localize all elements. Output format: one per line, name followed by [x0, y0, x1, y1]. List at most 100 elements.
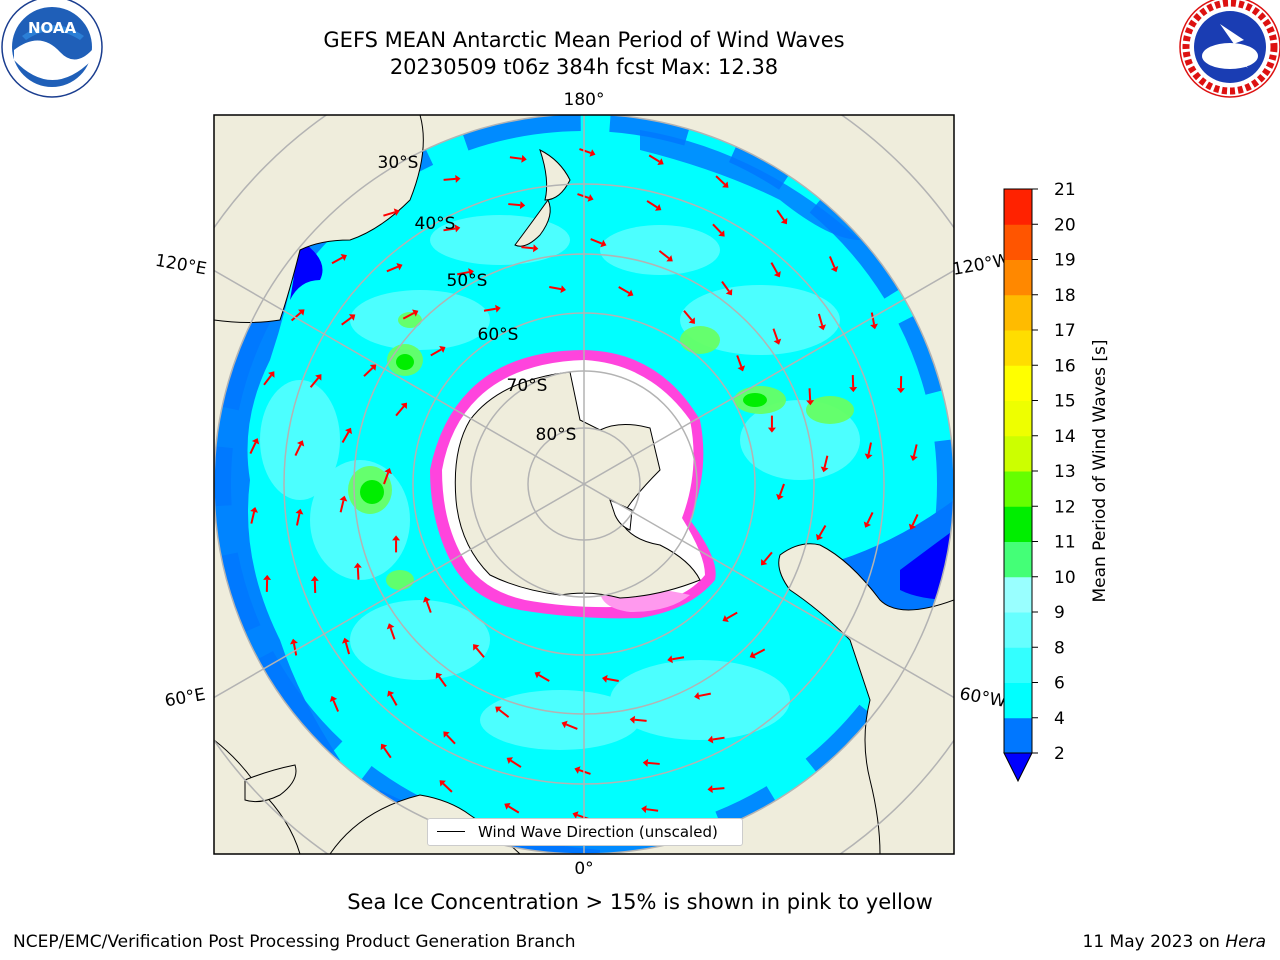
wind-arrow-head — [348, 314, 356, 321]
colorbar-segment — [1004, 506, 1032, 542]
wind-arrow-shaft — [430, 348, 442, 357]
wind-arrow-head — [339, 495, 348, 502]
wind-arrow-shaft — [577, 193, 590, 199]
wind-arrow-head — [329, 695, 338, 703]
wind-arrow-head — [725, 288, 733, 296]
wind-arrow-head — [296, 440, 305, 447]
lat-label-40s: 40°S — [415, 214, 456, 234]
wind-arrow-shaft — [402, 312, 415, 320]
legend-label: Wind Wave Direction (unscaled) — [478, 823, 718, 841]
footer-machine: Hera — [1225, 932, 1266, 952]
wind-arrow-shaft — [332, 700, 340, 712]
wind-arrow-shaft — [457, 271, 470, 276]
wind-arrow-shaft — [712, 787, 725, 791]
wind-arrow-head — [468, 268, 474, 276]
wind-arrow-head — [718, 230, 725, 237]
wind-arrow-head — [386, 623, 395, 630]
wind-arrow-shaft — [818, 524, 827, 537]
wind-arrow-shaft — [867, 442, 873, 455]
wind-arrow-shaft — [292, 643, 298, 656]
wind-arrow-head — [896, 388, 905, 394]
wind-arrow-shaft — [309, 377, 320, 388]
colorbar-tick-label: 17 — [1054, 321, 1076, 341]
wind-arrow-shaft — [828, 256, 836, 268]
wind-arrow-head — [629, 715, 636, 724]
colorbar-segment — [1004, 330, 1032, 366]
wind-arrow-shaft — [341, 316, 352, 326]
wind-arrow-shaft — [565, 723, 578, 730]
wind-arrow-head — [290, 638, 298, 645]
footer-credit: NCEP/EMC/Verification Post Processing Pr… — [13, 932, 576, 952]
wind-arrow-shaft — [647, 761, 660, 765]
wind-arrow-shaft — [331, 256, 344, 265]
wind-arrow-shaft — [438, 676, 447, 688]
wind-arrow-head — [587, 194, 594, 202]
wind-arrow-head — [820, 466, 829, 473]
lon-label-180: 180° — [564, 90, 605, 110]
wind-arrow-head — [707, 735, 714, 744]
colorbar-segment — [1004, 682, 1032, 719]
wind-arrow-head — [422, 596, 431, 603]
wind-arrow-head — [532, 244, 539, 253]
map-legend: Wind Wave Direction (unscaled) — [427, 818, 743, 846]
noaa-logo-icon: NOAA — [1, 0, 103, 98]
lon-label-120w: 120°W — [951, 250, 1012, 280]
wind-arrow-shaft — [509, 156, 522, 160]
wind-arrow-head — [384, 468, 392, 475]
wind-arrow-shaft — [386, 265, 399, 273]
lat-label-30s: 30°S — [378, 153, 419, 173]
lon-label-60w: 60°W — [958, 684, 1008, 712]
wind-arrow-shaft — [538, 674, 550, 682]
chart-title: GEFS MEAN Antarctic Mean Period of Wind … — [323, 28, 845, 52]
wind-arrow-head — [818, 324, 827, 331]
wind-arrow-shaft — [356, 567, 360, 580]
wind-arrow-shaft — [808, 388, 812, 401]
wind-arrow-head — [455, 174, 461, 183]
wind-arrow-head — [412, 309, 419, 317]
wind-arrow-head — [315, 374, 322, 381]
footer-date-text: 11 May 2023 on — [1082, 932, 1226, 952]
wind-arrow-head — [504, 802, 511, 810]
wind-arrow-shaft — [648, 154, 660, 163]
wind-arrow-shaft — [389, 627, 396, 640]
wind-arrow-head — [495, 706, 502, 713]
wind-arrow-head — [863, 521, 872, 528]
wind-arrow-shaft — [395, 405, 405, 417]
wind-arrow-head — [760, 559, 768, 566]
wind-arrow-shaft — [736, 355, 743, 368]
wind-arrow-head — [830, 265, 839, 273]
wind-arrow-head — [250, 506, 258, 513]
wind-arrow-head — [574, 766, 581, 774]
wind-arrow-head — [380, 743, 388, 751]
wind-arrow-shaft — [658, 250, 670, 260]
wind-arrow-shaft — [383, 472, 390, 485]
lon-label-0: 0° — [574, 859, 593, 879]
wind-arrow-shaft — [579, 148, 592, 154]
wind-arrow-shaft — [508, 203, 521, 207]
wind-arrow-shaft — [442, 782, 453, 793]
wind-arrow-head — [707, 785, 713, 794]
wind-arrow-shaft — [672, 656, 685, 661]
wind-arrow-shaft — [721, 280, 730, 292]
wind-arrow-shaft — [263, 374, 273, 386]
colorbar-tick-label: 21 — [1054, 180, 1076, 200]
wind-arrow-head — [694, 692, 700, 700]
wind-arrow-head — [340, 253, 347, 261]
wind-arrow-head — [295, 508, 304, 515]
colorbar-segment — [1004, 541, 1032, 578]
colorbar-tick-label: 15 — [1054, 392, 1076, 412]
wind-arrow-shaft — [618, 286, 630, 294]
colorbar-tick-label: 4 — [1054, 709, 1065, 729]
wind-arrow-head — [298, 309, 305, 316]
wind-arrow-head — [341, 637, 350, 644]
wind-arrows — [249, 148, 919, 820]
colorbar-tick-label: 12 — [1054, 497, 1076, 517]
lon-label-120e: 120°E — [154, 251, 208, 280]
colorbar-segment — [1004, 717, 1032, 754]
wind-arrow-head — [806, 400, 815, 406]
wind-arrow-shaft — [498, 708, 510, 718]
wind-arrow-shaft — [383, 747, 392, 759]
nws-logo-icon — [1179, 0, 1280, 98]
wind-arrow-head — [561, 720, 568, 729]
